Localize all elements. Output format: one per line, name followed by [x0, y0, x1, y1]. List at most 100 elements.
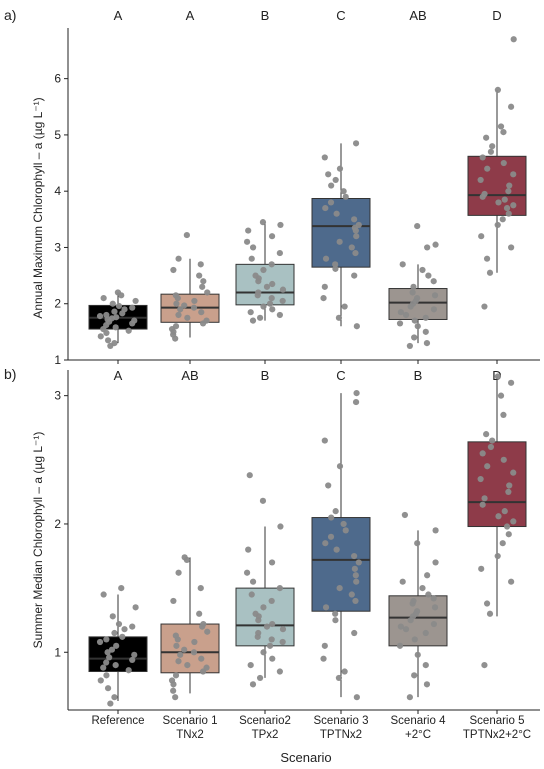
data-point — [489, 143, 496, 150]
data-point — [422, 629, 429, 637]
data-point — [268, 295, 275, 302]
data-point — [172, 694, 179, 701]
data-point — [263, 283, 271, 290]
data-point — [478, 233, 485, 240]
data-point — [432, 559, 439, 566]
data-point — [203, 664, 210, 671]
data-point — [103, 636, 110, 643]
data-point — [260, 604, 267, 611]
data-point — [175, 311, 182, 319]
y-tick-label: 4 — [54, 184, 61, 198]
data-point — [196, 272, 203, 279]
data-point — [481, 495, 488, 502]
data-point — [181, 302, 188, 309]
data-point — [277, 523, 284, 530]
data-point — [495, 199, 502, 206]
data-point — [483, 600, 491, 607]
data-point — [269, 280, 276, 288]
data-point — [100, 591, 107, 598]
data-point — [402, 626, 410, 633]
significance-letter: A — [186, 8, 195, 23]
data-point — [129, 304, 136, 311]
data-point — [432, 527, 439, 534]
data-point — [96, 313, 104, 320]
y-tick-label: 3 — [54, 389, 61, 403]
data-point — [121, 626, 128, 633]
data-point — [260, 266, 267, 274]
data-point — [249, 681, 257, 688]
data-point — [118, 585, 125, 592]
data-point — [97, 333, 104, 340]
box — [467, 155, 527, 216]
data-point — [336, 165, 344, 172]
data-point — [411, 672, 418, 679]
data-point — [197, 585, 204, 592]
data-point — [414, 222, 421, 230]
data-point — [175, 658, 182, 665]
data-point — [197, 261, 204, 268]
data-point — [121, 306, 128, 313]
data-point — [487, 443, 495, 451]
data-point — [341, 668, 348, 675]
data-point — [181, 646, 188, 653]
box — [311, 517, 371, 612]
data-point — [175, 255, 182, 262]
data-point — [256, 674, 264, 682]
data-point — [483, 134, 490, 141]
data-point — [103, 311, 110, 319]
data-point — [256, 314, 264, 321]
data-point — [268, 597, 275, 605]
data-point — [276, 668, 283, 675]
data-point — [353, 233, 360, 240]
x-tick-label: Scenario 1 — [163, 715, 218, 727]
data-point — [399, 261, 406, 268]
data-point — [177, 306, 184, 313]
data-point — [328, 514, 335, 521]
data-point — [276, 311, 283, 319]
data-point — [332, 617, 339, 624]
data-point — [191, 638, 198, 646]
panel-b-boxes — [88, 376, 527, 702]
data-point — [106, 654, 113, 661]
box — [388, 595, 448, 647]
data-point — [477, 475, 484, 483]
panel-a-y-axis-label: Annual Maximum Chlorophyll – a (µg L⁻¹) — [31, 97, 45, 318]
data-point — [204, 289, 211, 296]
data-point — [203, 317, 210, 324]
data-point — [198, 655, 205, 662]
data-point — [411, 636, 418, 643]
data-point — [173, 642, 180, 649]
data-point — [204, 628, 211, 635]
data-point — [505, 188, 512, 195]
data-point — [173, 300, 180, 307]
data-point — [276, 249, 283, 257]
data-point — [333, 210, 340, 217]
data-point — [332, 261, 339, 268]
data-point — [341, 303, 348, 310]
significance-letter: A — [114, 368, 123, 383]
data-point — [494, 552, 501, 560]
data-point — [409, 289, 416, 296]
data-point — [269, 655, 276, 662]
data-point — [430, 595, 437, 602]
data-point — [109, 300, 116, 307]
y-tick-label: 2 — [54, 517, 61, 531]
data-point — [276, 585, 283, 592]
data-point — [184, 314, 191, 321]
data-point — [422, 314, 429, 321]
data-point — [479, 450, 486, 457]
data-point — [111, 629, 118, 637]
data-point — [332, 508, 339, 515]
data-point — [503, 204, 511, 212]
y-tick-label: 6 — [54, 72, 61, 86]
y-tick-label: 2 — [54, 297, 61, 311]
data-point — [200, 278, 207, 285]
significance-letter: C — [336, 368, 345, 383]
data-point — [505, 531, 512, 538]
x-tick-label: TPx2 — [252, 729, 279, 741]
data-point — [332, 265, 339, 272]
data-point — [503, 523, 511, 530]
data-point — [191, 297, 198, 305]
data-point — [353, 389, 360, 397]
x-tick-label: Scenario 4 — [391, 715, 447, 727]
